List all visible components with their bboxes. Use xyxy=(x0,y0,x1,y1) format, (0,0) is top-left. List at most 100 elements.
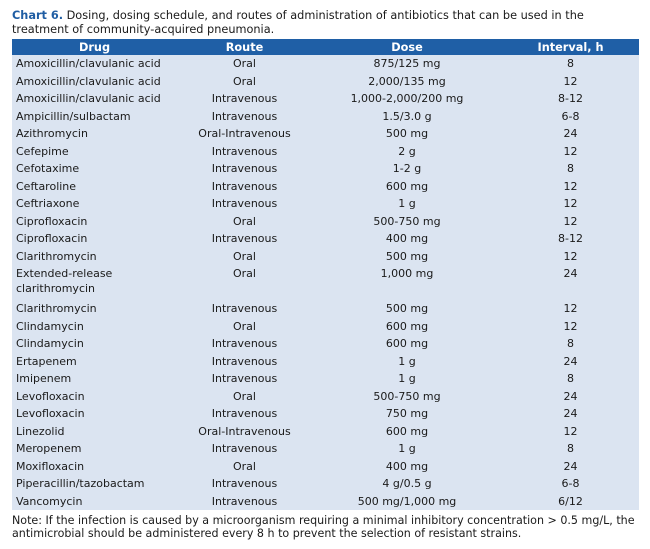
dose-cell: 500 mg xyxy=(385,302,429,315)
interval-cell: 24 xyxy=(563,354,578,368)
route-cell: Intravenous xyxy=(211,162,278,175)
interval-cell: 8 xyxy=(567,57,574,70)
dose-cell: 500-750 mg xyxy=(373,389,441,403)
route-cell: Oral xyxy=(233,389,256,403)
table-row: Azithromycin Oral-Intravenous 500 mg 24 xyxy=(12,125,639,143)
drug-cell: Meropenem xyxy=(16,442,82,455)
route-cell: Oral xyxy=(233,267,256,280)
drug-cell: Clarithromycin xyxy=(16,302,97,315)
interval-cell: 12 xyxy=(563,302,578,315)
drug-cell: Piperacillin/tazobactam xyxy=(16,477,145,490)
dose-cell: 500-750 mg xyxy=(373,214,441,228)
table-row: Clarithromycin Intravenous 500 mg 12 xyxy=(12,300,639,318)
dose-cell: 1 g xyxy=(398,442,416,455)
dose-cell: 500 mg/1,000 mg xyxy=(357,494,457,508)
interval-cell: 12 xyxy=(563,319,578,333)
drug-cell: Ceftaroline xyxy=(16,179,77,193)
drug-cell: Ciprofloxacin xyxy=(16,232,88,245)
table-row: Cefepime Intravenous 2 g 12 xyxy=(12,143,639,161)
table-row: Vancomycin Intravenous 500 mg/1,000 mg 6/12 xyxy=(12,493,639,511)
dose-cell: 1 g xyxy=(398,372,416,385)
dose-cell: 1,000 mg xyxy=(380,267,434,280)
table-row: Clarithromycin Oral 500 mg 12 xyxy=(12,248,639,266)
drug-cell: Ciprofloxacin xyxy=(16,214,88,228)
table-row: Amoxicillin/clavulanic acid Oral 2,000/135… xyxy=(12,73,639,91)
table-row: Moxifloxacin Oral 400 mg 24 xyxy=(12,458,639,476)
interval-cell: 12 xyxy=(563,144,578,158)
dose-cell: 1 g xyxy=(398,354,416,368)
drug-cell: Moxifloxacin xyxy=(16,459,85,473)
dose-cell: 2 g xyxy=(398,144,416,158)
route-cell: Intravenous xyxy=(211,232,278,245)
route-cell: Intravenous xyxy=(211,372,278,385)
route-cell: Intravenous xyxy=(211,109,278,123)
interval-cell: 24 xyxy=(563,267,578,280)
interval-cell: 8 xyxy=(567,372,574,385)
interval-cell: 6-8 xyxy=(561,477,580,490)
table-header-row: Drug Route Dose Interval, h xyxy=(12,39,639,55)
dose-cell: 2,000/135 mg xyxy=(368,74,446,88)
interval-cell: 24 xyxy=(563,389,578,403)
caption-label: Chart 6. xyxy=(12,9,64,22)
dose-cell: 1-2 g xyxy=(392,162,422,175)
dose-cell: 400 mg xyxy=(385,232,429,245)
dose-cell: 600 mg xyxy=(385,319,429,333)
dose-cell: 500 mg xyxy=(385,249,429,263)
interval-cell: 12 xyxy=(563,249,578,263)
interval-cell: 12 xyxy=(563,214,578,228)
drug-cell: Linezolid xyxy=(16,424,65,438)
dose-cell: 750 mg xyxy=(385,407,429,420)
table-row: Piperacillin/tazobactam Intravenous 4 g/0.… xyxy=(12,475,639,493)
drug-cell: Extended-release clarithromycin xyxy=(16,267,113,295)
table-row: Cefotaxime Intravenous 1-2 g 8 xyxy=(12,160,639,178)
caption-text: Dosing, dosing schedule, and routes of a… xyxy=(12,9,584,36)
table-row: Imipenem Intravenous 1 g 8 xyxy=(12,370,639,388)
route-cell: Oral xyxy=(233,459,256,473)
route-cell: Intravenous xyxy=(211,442,278,455)
table-row: Levofloxacin Intravenous 750 mg 24 xyxy=(12,405,639,423)
interval-cell: 12 xyxy=(563,424,578,438)
column-header-drug: Drug xyxy=(12,39,177,55)
table-row: Ceftaroline Intravenous 600 mg 12 xyxy=(12,178,639,196)
drug-cell: Azithromycin xyxy=(16,127,88,140)
drug-cell: Ertapenem xyxy=(16,354,77,368)
table-row: Ciprofloxacin Intravenous 400 mg 8-12 xyxy=(12,230,639,248)
interval-cell: 12 xyxy=(563,197,578,210)
drug-cell: Levofloxacin xyxy=(16,407,85,420)
interval-cell: 24 xyxy=(563,127,578,140)
table-row: Levofloxacin Oral 500-750 mg 24 xyxy=(12,388,639,406)
table-caption: Chart 6. Dosing, dosing schedule, and ro… xyxy=(12,9,642,37)
interval-cell: 24 xyxy=(563,459,578,473)
dose-cell: 875/125 mg xyxy=(373,57,441,70)
route-cell: Intravenous xyxy=(211,494,278,508)
drug-cell: Amoxicillin/clavulanic acid xyxy=(16,57,161,70)
drug-cell: Amoxicillin/clavulanic acid xyxy=(16,74,161,88)
route-cell: Oral-Intravenous xyxy=(198,127,291,140)
route-cell: Intravenous xyxy=(211,179,278,193)
column-header-dose: Dose xyxy=(312,39,502,55)
route-cell: Oral xyxy=(233,57,256,70)
route-cell: Oral-Intravenous xyxy=(198,424,291,438)
drug-cell: Ampicillin/sulbactam xyxy=(16,109,131,123)
table-row: Extended-release clarithromycin Oral 1,000… xyxy=(12,265,639,300)
table-row: Ciprofloxacin Oral 500-750 mg 12 xyxy=(12,213,639,231)
interval-cell: 8-12 xyxy=(558,92,583,105)
interval-cell: 12 xyxy=(563,179,578,193)
drug-cell: Imipenem xyxy=(16,372,72,385)
table-row: Clindamycin Intravenous 600 mg 8 xyxy=(12,335,639,353)
table-footnote: Note: If the infection is caused by a mi… xyxy=(12,514,635,540)
dose-cell: 1 g xyxy=(398,197,416,210)
table-row: Amoxicillin/clavulanic acid Oral 875/125 m… xyxy=(12,55,639,73)
table-row: Ertapenem Intravenous 1 g 24 xyxy=(12,353,639,371)
interval-cell: 6-8 xyxy=(561,109,580,123)
dose-cell: 1,000-2,000/200 mg xyxy=(350,92,464,105)
drug-cell: Ceftriaxone xyxy=(16,197,80,210)
route-cell: Oral xyxy=(233,214,256,228)
interval-cell: 8 xyxy=(567,442,574,455)
interval-cell: 8 xyxy=(567,162,574,175)
dose-cell: 500 mg xyxy=(385,127,429,140)
route-cell: Oral xyxy=(233,249,256,263)
interval-cell: 24 xyxy=(563,407,578,420)
dose-cell: 600 mg xyxy=(385,179,429,193)
